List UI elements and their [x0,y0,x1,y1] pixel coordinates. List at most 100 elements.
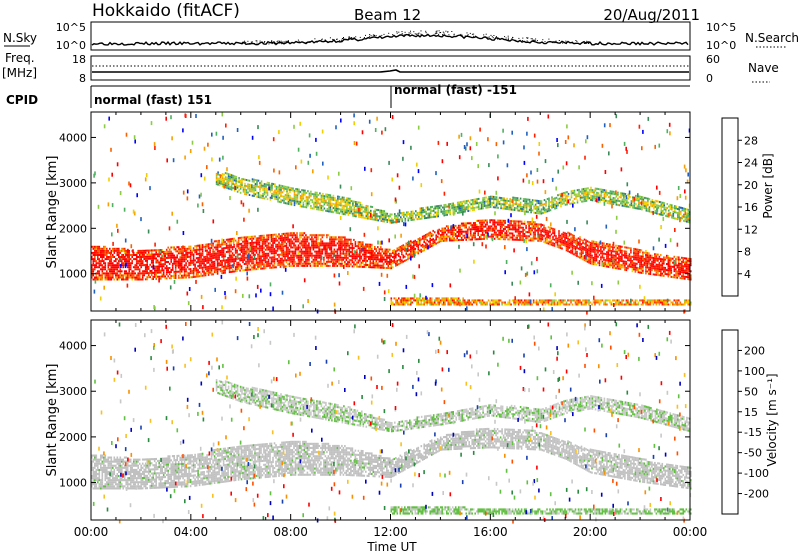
data-cell-main_band [507,234,509,237]
data-cell-main_band [98,270,101,273]
data-cell-main_band [189,276,192,279]
data-cell-main_band [156,261,159,264]
data-cell-main_band [345,238,348,241]
data-cell-main_band [339,262,342,265]
data-cell-main_band [576,244,578,247]
data-cell-upper_band [226,182,228,185]
data-cell-main_band [167,261,169,263]
data-cell-main_band [174,258,177,261]
data-cell-upper_band [443,210,445,213]
data-cell-upper_band [290,199,293,202]
data-cell-main_band [180,266,183,269]
data-cell-main_band [291,232,294,235]
data-cell-main_band [255,268,258,271]
data-cell-main_band [233,270,235,273]
data-cell-upper_band [377,219,380,222]
data-cell-main_band [296,262,298,265]
data-cell-main_band [365,253,367,256]
data-cell-main_band [183,254,186,257]
data-cell-upper_band [314,197,317,200]
data-cell-main_band [299,246,301,249]
data-cell-main_band [162,273,165,276]
nsearch-point [488,36,490,38]
data-cell-main_band [621,260,623,263]
data-cell-upper_band [429,214,432,217]
data-cell-main_band [245,242,247,245]
nsearch-point [483,34,485,36]
data-cell-main_band [498,238,500,240]
data-cell-main_band [131,272,133,275]
data-cell-main_band [330,248,333,251]
data-cell-main_band [336,238,339,241]
data-cell-main_band [525,224,527,227]
data-cell-main_band [147,276,150,279]
data-cell-main_band [555,239,557,242]
data-cell-main_band [634,248,637,251]
data-cell-main_band [634,258,637,261]
data-cell-upper_band [406,211,408,214]
data-cell-main_band [215,270,217,273]
data-cell-upper_band [388,215,390,218]
data-cell-main_band [401,251,403,254]
data-cell-upper_band [362,216,365,219]
data-cell-main_band [317,260,319,263]
data-cell-main_band [463,226,466,229]
data-cell-main_band [303,240,306,243]
data-cell-main_band [496,219,499,222]
nsearch-point [298,40,300,42]
data-cell-main_band [430,238,433,241]
data-cell-main_band [300,260,303,263]
data-cell-upper_band [343,207,345,209]
data-cell-upper_band [241,186,243,189]
data-cell-main_band [288,250,291,253]
data-cell-main_band [267,234,270,237]
data-cell-main_band [324,248,327,251]
data-cell-main_band [221,259,223,262]
data-cell-main_band [483,229,485,232]
data-cell-main_band [507,238,509,241]
data-cell-main_band [240,265,243,268]
data-cell-main_band [540,225,542,228]
data-cell-upper_band [281,191,284,194]
data-cell-main_band [293,264,295,267]
data-cell-main_band [625,256,628,259]
data-cell-main_band [514,226,517,229]
data-cell-main_band [591,258,593,261]
data-cell-main_band [158,261,160,264]
data-cell-upper_band [435,211,438,214]
data-cell-main_band [197,269,199,272]
data-cell-main_band [285,246,288,249]
data-cell-main_band [294,238,297,241]
data-cell-main_band [468,226,470,229]
data-cell-main_band [113,278,116,281]
data-cell-main_band [666,254,668,257]
data-cell-main_band [95,262,98,265]
data-cell-main_band [297,260,300,263]
data-cell-main_band [106,256,108,258]
nsearch-point [434,33,436,35]
data-cell-main_band [652,259,655,262]
data-cell-main_band [251,248,253,250]
data-cell-main_band [140,256,142,258]
data-cell-main_band [492,219,494,222]
data-cell-main_band [282,249,285,252]
data-cell-main_band [660,272,662,275]
data-cell-main_band [618,255,620,258]
data-cell-main_band [249,268,252,271]
data-cell-main_band [194,251,196,254]
data-cell-upper_band [226,172,228,175]
data-cell-main_band [413,242,415,245]
nsky-line [91,33,689,46]
data-cell-main_band [600,256,602,259]
data-cell-main_band [128,266,130,269]
data-cell-upper_band [323,199,326,202]
data-cell-upper_band [262,188,264,191]
data-cell-upper_band [283,201,285,204]
data-cell-upper_band [438,206,441,209]
data-cell-upper_band [305,192,308,194]
data-cell-main_band [95,264,98,267]
data-cell-main_band [690,264,692,267]
data-cell-main_band [281,263,283,266]
data-cell-main_band [245,260,247,263]
data-cell-main_band [568,234,571,237]
